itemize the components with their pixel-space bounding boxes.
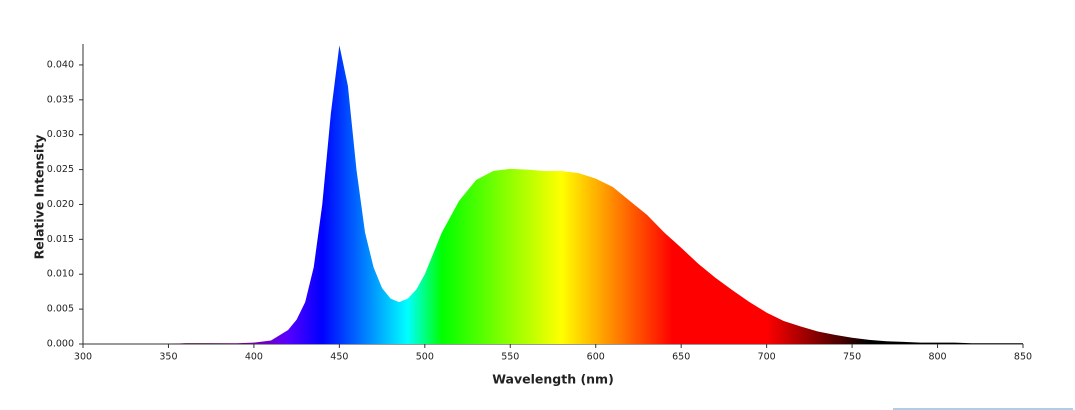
x-tick-label: 350: [159, 352, 177, 363]
x-tick-label: 600: [587, 352, 605, 363]
y-tick-label: 0.005: [47, 304, 74, 315]
y-tick-label: 0.030: [47, 129, 74, 140]
x-tick-label: 650: [672, 352, 690, 363]
y-tick-label: 0.010: [47, 269, 74, 280]
y-tick-label: 0.000: [47, 339, 74, 350]
x-tick-label: 800: [928, 352, 946, 363]
x-tick-label: 500: [416, 352, 434, 363]
x-tick-label: 300: [74, 352, 92, 363]
x-tick-label: 550: [501, 352, 519, 363]
y-tick-label: 0.035: [47, 94, 74, 105]
x-axis-title: Wavelength (nm): [492, 372, 614, 387]
y-tick-label: 0.020: [47, 199, 74, 210]
y-axis-title: Relative Intensity: [32, 135, 47, 260]
x-tick-label: 700: [758, 352, 776, 363]
x-tick-label: 750: [843, 352, 861, 363]
y-tick-label: 0.025: [47, 164, 74, 175]
spectrum-area: [83, 45, 1023, 344]
x-tick-label: 400: [245, 352, 263, 363]
x-tick-label: 450: [330, 352, 348, 363]
y-tick-label: 0.040: [47, 59, 74, 70]
x-tick-label: 850: [1014, 352, 1032, 363]
y-tick-label: 0.015: [47, 234, 74, 245]
